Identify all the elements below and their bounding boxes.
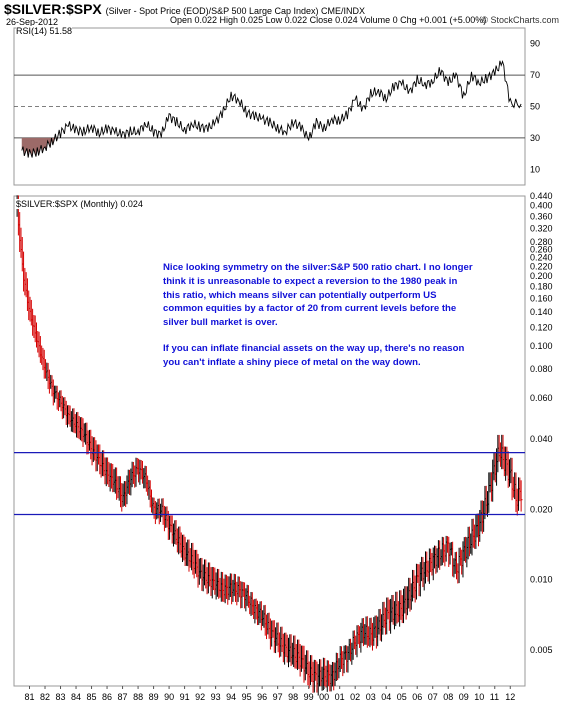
x-tick-label: 06 [412, 692, 422, 702]
price-tick-label: 0.240 [530, 252, 553, 262]
price-bars [16, 195, 523, 696]
rsi-tick-label: 90 [530, 39, 540, 49]
rsi-tick-label: 70 [530, 70, 540, 80]
rsi-tick-label: 10 [530, 164, 540, 174]
x-tick-label: 97 [273, 692, 283, 702]
annotation-text: Nice looking symmetry on the silver:S&P … [163, 261, 473, 382]
price-tick-label: 0.320 [530, 223, 553, 233]
x-axis: 81 82 83 84 85 86 87 88 89 90 91 92 93 94 95 96 97 98 99 00… [25, 686, 515, 702]
x-tick-label: 95 [242, 692, 252, 702]
price-tick-label: 0.060 [530, 393, 553, 403]
price-tick-label: 0.360 [530, 211, 553, 221]
x-tick-label: 91 [180, 692, 190, 702]
x-tick-label: 07 [428, 692, 438, 702]
x-tick-label: 00 [319, 692, 329, 702]
x-tick-label: 84 [71, 692, 81, 702]
price-tick-label: 0.040 [530, 434, 553, 444]
x-tick-label: 89 [149, 692, 159, 702]
x-tick-label: 02 [350, 692, 360, 702]
price-tick-label: 0.180 [530, 282, 553, 292]
x-tick-label: 94 [226, 692, 236, 702]
x-tick-label: 85 [87, 692, 97, 702]
rsi-panel-label: RSI(14) 51.58 [16, 26, 73, 36]
price-panel-label: $SILVER:$SPX (Monthly) 0.024 [16, 199, 143, 209]
price-tick-label: 0.220 [530, 261, 553, 271]
price-tick-label: 0.080 [530, 364, 553, 374]
price-tick-label: 0.120 [530, 323, 553, 333]
x-tick-label: 90 [164, 692, 174, 702]
x-tick-label: 98 [288, 692, 298, 702]
x-tick-label: 86 [102, 692, 112, 702]
x-tick-label: 83 [56, 692, 66, 702]
x-tick-label: 09 [459, 692, 469, 702]
price-tick-label: 0.010 [530, 575, 553, 585]
price-tick-label: 0.100 [530, 341, 553, 351]
rsi-panel: 10 30 50 70 90 [13, 27, 540, 186]
chart-date: 26-Sep-2012 [6, 17, 59, 27]
x-tick-label: 93 [211, 692, 221, 702]
x-tick-label: 08 [443, 692, 453, 702]
price-tick-label: 0.140 [530, 307, 553, 317]
x-tick-label: 10 [474, 692, 484, 702]
annotation-paragraph-1: Nice looking symmetry on the silver:S&P … [163, 262, 473, 329]
x-tick-label: 92 [195, 692, 205, 702]
x-tick-label: 05 [397, 692, 407, 702]
price-tick-label: 0.440 [530, 191, 553, 201]
price-tick-label: 0.005 [530, 645, 553, 655]
price-tick-label: 0.160 [530, 294, 553, 304]
chart-title: $SILVER:$SPX (Silver - Spot Price (EOD)/… [4, 1, 365, 17]
price-tick-label: 0.020 [530, 504, 553, 514]
rsi-tick-label: 50 [530, 102, 540, 112]
x-tick-label: 87 [118, 692, 128, 702]
rsi-tick-label: 30 [530, 133, 540, 143]
x-tick-label: 03 [366, 692, 376, 702]
x-tick-label: 11 [490, 692, 499, 702]
x-tick-label: 96 [257, 692, 267, 702]
x-tick-label: 99 [304, 692, 314, 702]
price-ratio-panel: 0.005 0.010 0.020 0.040 0.060 0.080 0.100 0.120… [13, 191, 553, 696]
price-tick-label: 0.280 [530, 237, 553, 247]
x-tick-label: 82 [40, 692, 50, 702]
symbol-description: (Silver - Spot Price (EOD)/S&P 500 Large… [105, 6, 366, 16]
price-tick-label: 0.260 [530, 244, 553, 254]
x-tick-label: 88 [133, 692, 143, 702]
x-tick-label: 04 [381, 692, 391, 702]
x-tick-label: 01 [335, 692, 345, 702]
price-frame [13, 195, 526, 687]
ohlc-readout: Open 0.022 High 0.025 Low 0.022 Close 0.… [170, 15, 487, 25]
rsi-oversold-fill [21, 137, 132, 158]
x-tick-label: 81 [25, 692, 35, 702]
x-tick-label: 12 [505, 692, 515, 702]
annotation-paragraph-2: If you can inflate financial assets on t… [163, 342, 465, 368]
price-tick-label: 0.400 [530, 201, 553, 211]
price-tick-label: 0.200 [530, 271, 553, 281]
stockcharts-logo: © StockCharts.com [481, 15, 559, 25]
rsi-line [21, 60, 522, 158]
symbol: $SILVER:$SPX [4, 1, 102, 17]
